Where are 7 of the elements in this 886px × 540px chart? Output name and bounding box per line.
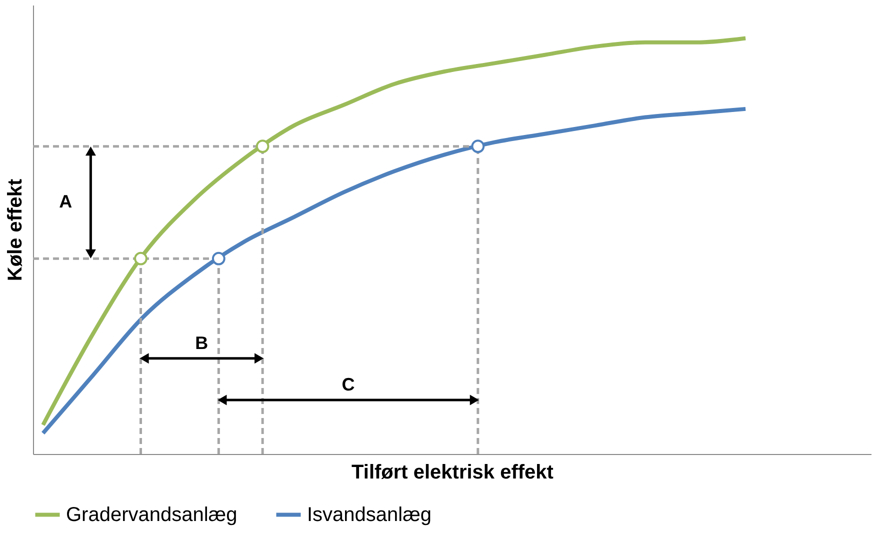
- x-axis-title: Tilført elektrisk effekt: [352, 462, 554, 484]
- annotation: B: [195, 332, 208, 353]
- y-axis-title: Køle effekt: [4, 178, 26, 282]
- legend-label: Gradervandsanlæg: [66, 504, 238, 526]
- legend-label: Isvandsanlæg: [307, 504, 432, 526]
- annotation: C: [342, 374, 355, 394]
- annotation: A: [59, 191, 72, 212]
